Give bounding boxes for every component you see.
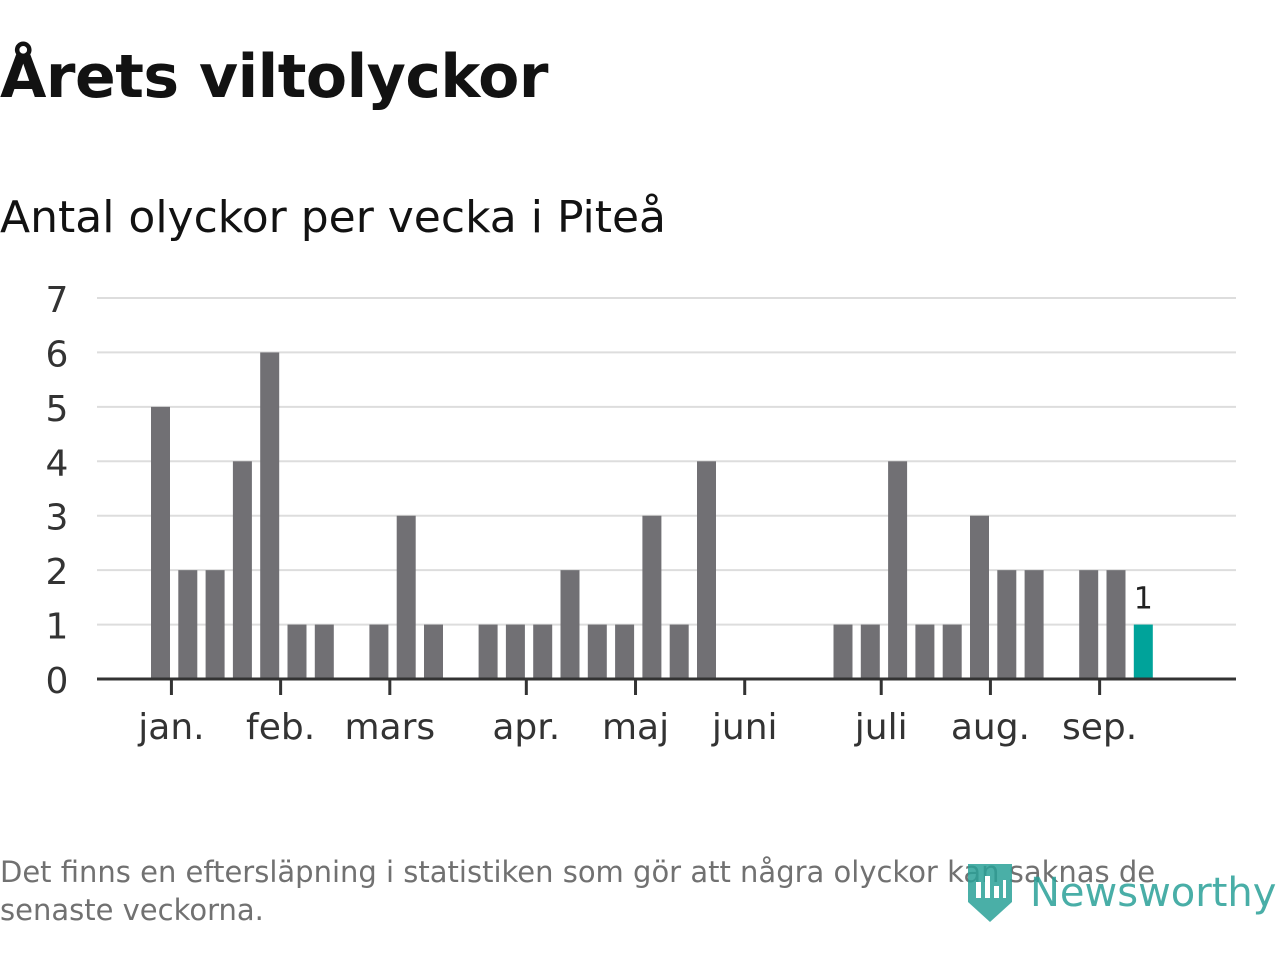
x-tick-label: juli	[854, 707, 908, 748]
bar	[860, 624, 880, 679]
x-tick-label: sep.	[1062, 707, 1137, 748]
bar	[424, 624, 443, 679]
gridlines	[97, 297, 1236, 626]
footnote: Det finns en eftersläpning i statistiken…	[0, 855, 1156, 927]
bar	[669, 624, 689, 679]
x-tick-label: apr.	[492, 707, 560, 748]
bar	[205, 570, 225, 679]
bar	[533, 624, 553, 679]
bar	[287, 624, 307, 679]
bar	[396, 515, 416, 679]
y-tick-label: 2	[46, 552, 69, 593]
y-tick-label: 3	[46, 498, 69, 539]
bar	[833, 624, 853, 679]
chart-title: Årets viltolyckor	[0, 42, 549, 112]
x-tick-label: aug.	[951, 707, 1030, 748]
x-tick-label: juni	[711, 707, 778, 748]
bar	[478, 624, 498, 679]
y-tick-label: 5	[46, 389, 69, 430]
bar	[314, 624, 334, 679]
bar	[178, 570, 198, 679]
newsworthy-logo: Newsworthy	[964, 858, 1276, 928]
bars	[151, 352, 1153, 679]
x-tick-label: maj	[602, 707, 669, 748]
x-tick-label: jan.	[137, 707, 204, 748]
y-axis-ticks: 0 1 2 3 4 5 6 7	[46, 280, 69, 702]
bar	[970, 515, 989, 679]
y-tick-label: 1	[46, 607, 69, 648]
data-labels: 1	[1134, 582, 1153, 617]
x-axis-ticks: jan. feb. mars apr. maj juni juli aug. sep.	[137, 679, 1137, 748]
newsworthy-logo-text: Newsworthy	[1030, 870, 1277, 916]
x-tick-label: mars	[344, 707, 435, 748]
bar	[615, 624, 635, 679]
bar	[942, 624, 962, 679]
y-tick-label: 4	[46, 443, 69, 484]
bar	[997, 570, 1017, 679]
bar-chart: 0 1 2 3 4 5 6 7 1 jan. feb. mars apr. maj juni juli au…	[46, 280, 1236, 748]
bar	[232, 461, 252, 679]
x-tick-label: feb.	[246, 707, 315, 748]
bar	[915, 624, 935, 679]
bar	[369, 624, 389, 679]
newsworthy-logo-icon	[968, 864, 1012, 922]
y-tick-label: 6	[46, 334, 69, 375]
bar	[642, 515, 662, 679]
chart-subtitle: Antal olyckor per vecka i Piteå	[0, 192, 667, 243]
bar	[587, 624, 607, 679]
bar	[697, 461, 716, 679]
bar	[1079, 570, 1099, 679]
bar	[505, 624, 525, 679]
y-tick-label: 0	[46, 661, 69, 702]
bar	[560, 570, 580, 679]
bar	[260, 352, 280, 679]
bar	[888, 461, 908, 679]
bar	[1024, 570, 1044, 679]
bar	[151, 406, 170, 679]
y-tick-label: 7	[46, 280, 69, 321]
data-label: 1	[1134, 582, 1153, 617]
bar-highlight	[1133, 624, 1153, 679]
bar	[1106, 570, 1126, 679]
